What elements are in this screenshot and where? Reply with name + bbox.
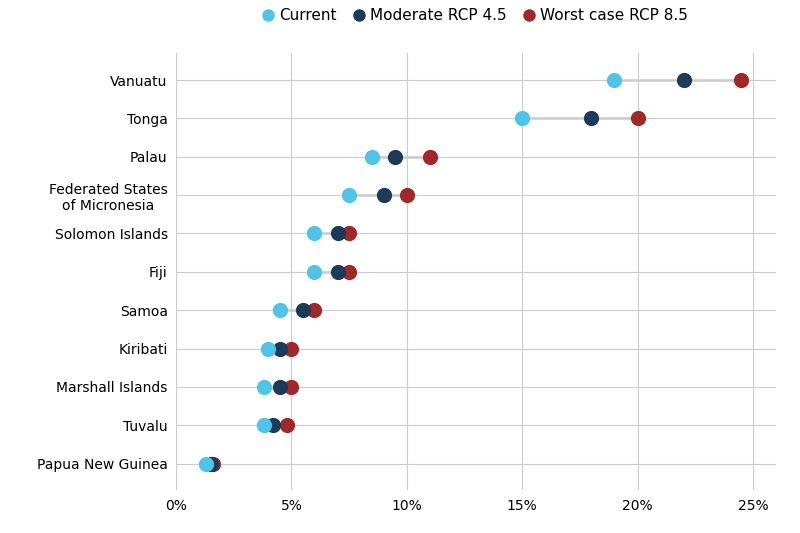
Point	[342, 191, 355, 199]
Point	[285, 383, 298, 391]
Point	[285, 344, 298, 353]
Legend: Current, Moderate RCP 4.5, Worst case RCP 8.5: Current, Moderate RCP 4.5, Worst case RC…	[264, 9, 688, 23]
Point	[258, 383, 270, 391]
Point	[262, 344, 274, 353]
Point	[389, 152, 402, 161]
Point	[200, 459, 213, 468]
Point	[423, 152, 436, 161]
Point	[258, 421, 270, 430]
Point	[206, 459, 219, 468]
Point	[308, 268, 321, 276]
Point	[266, 421, 279, 430]
Point	[274, 306, 286, 314]
Point	[366, 152, 378, 161]
Point	[308, 306, 321, 314]
Point	[274, 383, 286, 391]
Point	[274, 344, 286, 353]
Point	[631, 114, 644, 123]
Point	[204, 459, 217, 468]
Point	[735, 76, 748, 84]
Point	[308, 229, 321, 238]
Point	[678, 76, 690, 84]
Point	[342, 268, 355, 276]
Point	[331, 268, 344, 276]
Point	[585, 114, 598, 123]
Point	[280, 421, 293, 430]
Point	[331, 229, 344, 238]
Point	[297, 306, 310, 314]
Point	[608, 76, 621, 84]
Point	[400, 191, 413, 199]
Point	[516, 114, 529, 123]
Point	[378, 191, 390, 199]
Point	[342, 229, 355, 238]
